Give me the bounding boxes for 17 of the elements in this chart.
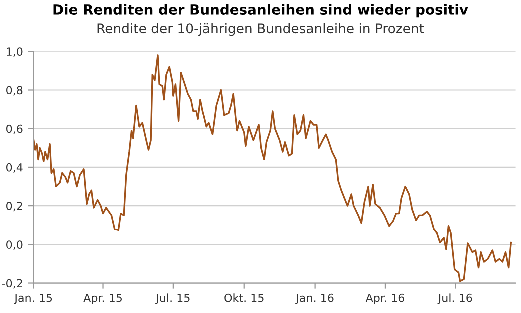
- x-tick-label: Jan. 16: [296, 294, 334, 304]
- line-series: [34, 54, 512, 282]
- y-tick-label: 0,0: [6, 240, 23, 250]
- chart-title: Die Renditen der Bundesanleihen sind wieder positiv: [54, 4, 468, 18]
- y-tick-label: 0,8: [6, 86, 23, 96]
- x-tick-label: Jul. 16: [438, 294, 472, 304]
- x-tick-label: Jul. 15: [156, 294, 190, 304]
- x-tick-label: Apr. 15: [84, 294, 122, 304]
- x-tick-label: Okt. 15: [224, 294, 264, 302]
- y-tick-label: 0,4: [6, 163, 23, 173]
- x-tick-label: Apr. 16: [366, 294, 404, 304]
- y-tick-label: -0,2: [2, 279, 22, 289]
- y-tick-label: 0,6: [6, 124, 23, 134]
- y-tick-label: 0,2: [6, 202, 22, 212]
- chart-subtitle: Rendite der 10-jährigen Bundesanleihe in Prozent: [98, 23, 424, 36]
- x-tick-label: Jan. 15: [14, 294, 52, 304]
- y-tick-label: 1,0: [7, 48, 23, 58]
